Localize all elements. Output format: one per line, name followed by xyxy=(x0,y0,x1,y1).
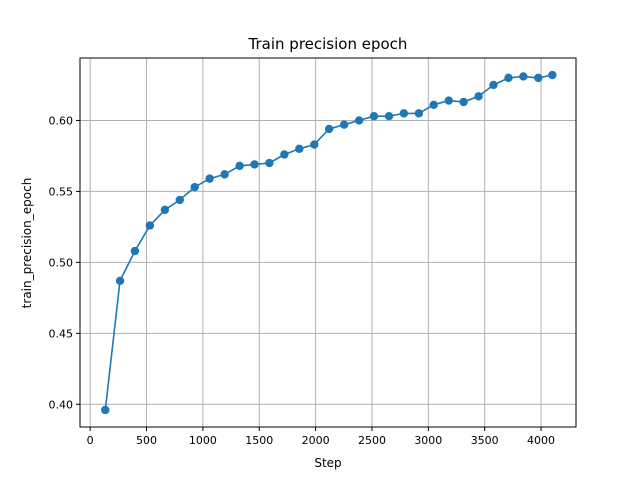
data-point xyxy=(414,109,424,118)
data-point xyxy=(175,195,184,205)
x-tick-label: 1000 xyxy=(189,434,217,447)
x-axis-label: Step xyxy=(314,456,341,470)
data-point xyxy=(534,73,543,83)
data-point xyxy=(339,120,349,129)
data-point xyxy=(190,182,199,192)
data-point xyxy=(504,73,513,83)
data-point xyxy=(220,170,229,179)
data-point xyxy=(519,72,528,81)
data-series xyxy=(101,70,557,415)
data-point xyxy=(250,160,259,169)
x-tick-label: 500 xyxy=(136,434,157,447)
plot-area-frame xyxy=(79,57,577,428)
data-point xyxy=(354,116,364,125)
data-point xyxy=(369,111,379,121)
data-point xyxy=(474,92,483,101)
x-tick-label: 0 xyxy=(87,434,94,447)
y-tick-label: 0.50 xyxy=(49,256,74,269)
data-point xyxy=(235,161,244,171)
x-tick-label: 3000 xyxy=(414,434,442,447)
data-point xyxy=(429,100,438,110)
x-tick-label: 3500 xyxy=(471,434,499,447)
data-point xyxy=(160,205,170,215)
x-tick-label: 2500 xyxy=(358,434,386,447)
x-tick-label: 1500 xyxy=(245,434,273,447)
axis-ticks: 0 500 1000 1500 2000 2500 3000 3500 4000 0.40 0.45… xyxy=(49,114,556,447)
data-point xyxy=(399,109,409,118)
x-tick-label: 4000 xyxy=(527,434,555,447)
data-point xyxy=(280,150,289,159)
data-point xyxy=(115,276,125,286)
chart-title: Train precision epoch xyxy=(248,35,408,53)
data-point xyxy=(459,97,468,107)
data-point xyxy=(384,111,394,121)
data-point xyxy=(310,140,319,149)
data-point xyxy=(145,221,155,230)
data-point xyxy=(489,80,498,90)
data-point xyxy=(205,174,214,183)
data-point xyxy=(444,96,453,105)
y-tick-label: 0.60 xyxy=(49,114,74,127)
data-point xyxy=(265,158,274,168)
data-point xyxy=(295,144,304,154)
data-point xyxy=(130,246,140,256)
y-tick-label: 0.45 xyxy=(49,327,74,340)
y-tick-label: 0.55 xyxy=(49,185,74,198)
data-point xyxy=(324,124,334,134)
data-point xyxy=(101,405,110,415)
x-tick-label: 2000 xyxy=(302,434,330,447)
data-point xyxy=(548,70,557,80)
y-tick-label: 0.40 xyxy=(49,398,74,411)
y-axis-label: train_precision_epoch xyxy=(20,178,34,309)
